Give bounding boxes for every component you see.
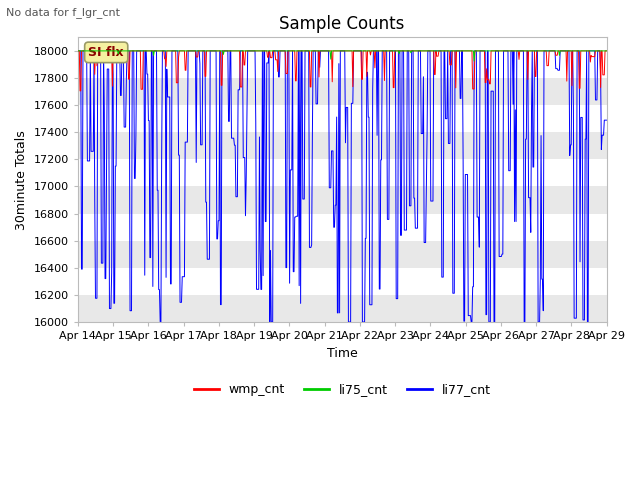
li77_cnt xyxy=(603,117,611,123)
li77_cnt xyxy=(74,48,82,54)
li75_cnt xyxy=(74,48,82,54)
wmp_cnt xyxy=(220,48,228,54)
li75_cnt xyxy=(603,48,611,54)
wmp_cnt xyxy=(76,88,84,94)
Line: li77_cnt: li77_cnt xyxy=(78,51,607,322)
Bar xyxy=(78,240,607,268)
Line: wmp_cnt: wmp_cnt xyxy=(78,51,607,91)
li75_cnt xyxy=(138,48,146,54)
Y-axis label: 30minute Totals: 30minute Totals xyxy=(15,130,28,229)
li77_cnt xyxy=(193,159,200,165)
wmp_cnt xyxy=(84,48,92,54)
Text: SI flx: SI flx xyxy=(88,46,124,59)
wmp_cnt xyxy=(407,48,415,54)
Bar xyxy=(78,132,607,159)
wmp_cnt xyxy=(139,86,147,92)
wmp_cnt xyxy=(74,48,82,54)
wmp_cnt xyxy=(422,48,430,54)
Bar xyxy=(78,295,607,322)
Line: li75_cnt: li75_cnt xyxy=(78,51,607,61)
Text: No data for f_lgr_cnt: No data for f_lgr_cnt xyxy=(6,7,120,18)
li75_cnt xyxy=(422,48,429,54)
Bar xyxy=(78,186,607,214)
li75_cnt xyxy=(406,48,414,54)
li77_cnt xyxy=(220,48,228,54)
li77_cnt xyxy=(422,182,430,188)
wmp_cnt xyxy=(603,48,611,54)
li75_cnt xyxy=(220,51,227,57)
li77_cnt xyxy=(84,158,92,164)
wmp_cnt xyxy=(193,54,200,60)
li77_cnt xyxy=(138,48,146,54)
li75_cnt xyxy=(191,48,199,54)
Title: Sample Counts: Sample Counts xyxy=(280,15,405,33)
Legend: wmp_cnt, li75_cnt, li77_cnt: wmp_cnt, li75_cnt, li77_cnt xyxy=(189,378,495,401)
li75_cnt xyxy=(84,48,92,54)
li77_cnt xyxy=(156,319,164,325)
li77_cnt xyxy=(407,203,415,209)
li75_cnt xyxy=(470,58,478,64)
Bar xyxy=(78,78,607,105)
X-axis label: Time: Time xyxy=(327,347,358,360)
